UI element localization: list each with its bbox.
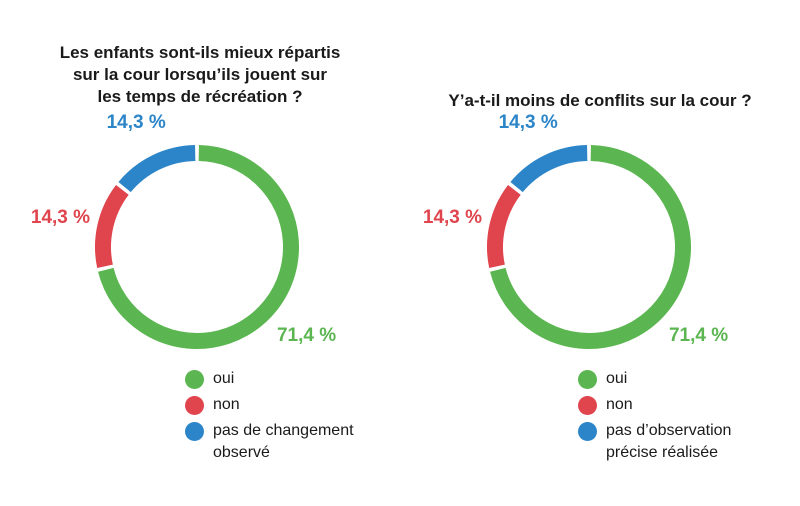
donut-chart: 71,4 % 14,3 % 14,3 %: [31, 112, 336, 349]
chart-legend: oui non pas d’observation précise réalis…: [578, 368, 793, 468]
legend-swatch-non: [185, 396, 204, 415]
data-label: 14,3 %: [423, 207, 482, 228]
legend-swatch-oui: [185, 370, 204, 389]
legend-item-non: non: [185, 394, 400, 416]
chart-title: Les enfants sont-ils mieux répartis sur …: [59, 43, 341, 106]
legend-label: oui: [213, 370, 235, 387]
legend-swatch-oui: [578, 370, 597, 389]
donut-segment: [98, 145, 299, 349]
data-label: 14,3 %: [31, 207, 90, 228]
legend-item-neutral: pas d’observation précise réalisée: [578, 420, 793, 464]
donut-chart: 71,4 % 14,3 % 14,3 %: [423, 112, 728, 349]
donut-segment: [510, 145, 588, 193]
legend-item-neutral: pas de changement observé: [185, 420, 400, 464]
legend-item-oui: oui: [185, 368, 400, 390]
legend-swatch-neutral: [185, 422, 204, 441]
chart-legend: oui non pas de changement observé: [185, 368, 400, 468]
legend-label: oui: [606, 370, 628, 387]
donut-segment: [118, 145, 196, 193]
data-label: 14,3 %: [499, 112, 558, 133]
data-label: 71,4 %: [277, 325, 336, 346]
legend-label: pas d’observation précise réalisée: [606, 422, 732, 461]
data-label: 71,4 %: [669, 325, 728, 346]
data-label: 14,3 %: [107, 112, 166, 133]
donut-segment: [487, 185, 521, 268]
legend-swatch-neutral: [578, 422, 597, 441]
legend-label: non: [213, 396, 240, 413]
chart-panel-right: Y’a-t-il moins de conflits sur la cour ?…: [400, 0, 800, 506]
chart-panel-left: Les enfants sont-ils mieux répartis sur …: [31, 43, 400, 468]
legend-label: non: [606, 396, 633, 413]
legend-item-non: non: [578, 394, 793, 416]
chart-title: Y’a-t-il moins de conflits sur la cour ?: [448, 91, 752, 110]
donut-segment: [490, 145, 691, 349]
legend-item-oui: oui: [578, 368, 793, 390]
donut-segment: [95, 185, 129, 268]
legend-label: pas de changement observé: [213, 422, 354, 461]
legend-swatch-non: [578, 396, 597, 415]
